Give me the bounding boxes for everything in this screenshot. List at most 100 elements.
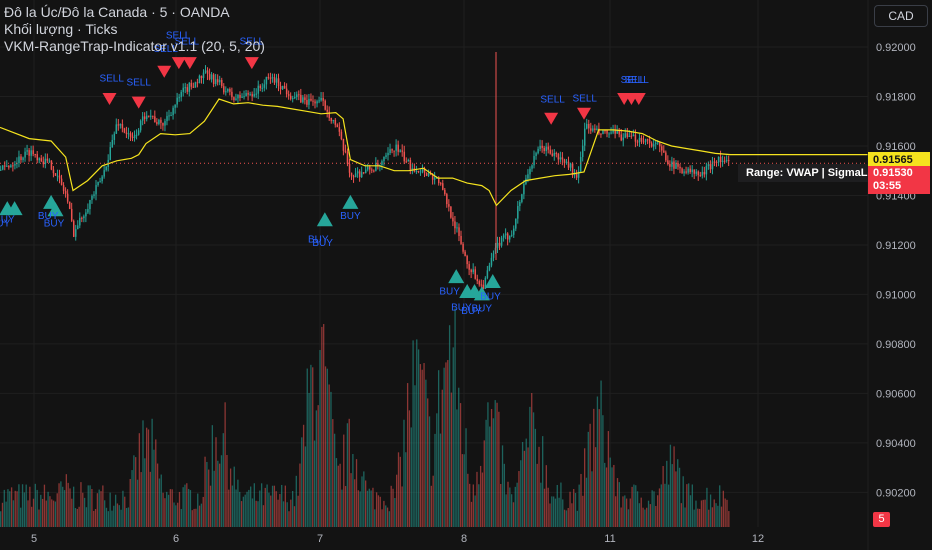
candle-body: [99, 181, 101, 183]
candle-body: [62, 185, 65, 191]
volume-bar: [649, 504, 651, 527]
candle-body: [40, 158, 43, 162]
candle-body: [216, 79, 219, 83]
candle-body: [322, 97, 324, 101]
vwap-price-label: 0.91565: [868, 152, 930, 168]
candle-body: [212, 74, 215, 85]
rangetrap-indicator-title[interactable]: VKM-RangeTrap-Indicator v1.1 (20, 5, 20): [4, 38, 265, 54]
candle-body: [261, 87, 264, 89]
candle-body: [646, 139, 649, 141]
candle-body: [638, 137, 641, 143]
candle-body: [365, 169, 367, 173]
candle-body: [164, 121, 166, 126]
volume-bar: [406, 383, 409, 527]
volume-bar: [71, 498, 73, 527]
sell-signal-label: SELL: [540, 95, 565, 106]
volume-bar: [379, 496, 381, 527]
candle-body: [525, 178, 527, 185]
candle-body: [239, 94, 241, 98]
candle-body: [243, 96, 245, 98]
volume-bar: [151, 418, 153, 527]
volume-bar: [662, 466, 664, 527]
candle-body: [545, 146, 547, 151]
candle-body: [648, 139, 651, 144]
volume-bar: [332, 419, 334, 527]
volume-bar: [204, 456, 206, 527]
volume-bar: [684, 507, 686, 527]
volume-bar: [308, 392, 310, 527]
candle-body: [440, 183, 442, 185]
candle-body: [397, 144, 399, 152]
volume-bar: [448, 325, 451, 527]
volume-bar: [63, 490, 66, 527]
volume-bar: [653, 491, 655, 527]
candle-body: [259, 85, 262, 89]
volume-bar: [195, 508, 197, 527]
volume-bar: [324, 366, 327, 527]
volume-bar: [290, 499, 292, 527]
volume-bar: [281, 484, 283, 527]
volume-bar: [706, 487, 708, 527]
candle-body: [227, 89, 229, 92]
volume-bar: [209, 485, 212, 527]
candle-body: [87, 209, 89, 213]
last-price-value: 0.91530: [873, 167, 913, 179]
candle-body: [375, 163, 377, 171]
volume-bar: [229, 468, 232, 527]
volume-bar: [69, 488, 71, 527]
candle-body: [391, 149, 393, 151]
volume-bar: [175, 505, 177, 527]
volume-bar: [589, 423, 591, 527]
candle-body: [296, 94, 298, 98]
symbol-title[interactable]: Đô la Úc/Đô la Canada · 5 · OANDA: [4, 4, 230, 20]
candle-body: [395, 144, 397, 151]
volume-bar: [242, 496, 245, 527]
y-tick-label: 0.91600: [876, 141, 916, 153]
candle-body: [360, 172, 363, 178]
volume-bar: [264, 487, 266, 527]
volume-indicator-title[interactable]: Khối lượng · Ticks: [4, 21, 118, 37]
volume-bar: [571, 503, 573, 527]
currency-button[interactable]: CAD: [874, 5, 928, 27]
volume-bar: [67, 482, 69, 527]
volume-bar: [14, 490, 16, 527]
candle-body: [387, 152, 389, 156]
candle-body: [575, 174, 578, 178]
volume-bar: [250, 486, 252, 527]
candle-body: [336, 124, 339, 128]
candle-body: [586, 123, 588, 129]
candle-body: [693, 169, 695, 174]
volume-bar: [578, 484, 580, 527]
volume-bar: [43, 484, 46, 527]
candle-body: [411, 168, 414, 170]
volume-bar: [728, 511, 730, 527]
candle-body: [18, 156, 20, 163]
volume-bar: [346, 423, 349, 527]
candle-body: [567, 161, 570, 168]
sell-signal-marker: [577, 107, 591, 120]
volume-bar: [273, 485, 276, 527]
volume-bar: [576, 510, 578, 527]
volume-bar: [551, 496, 553, 527]
candle-body: [314, 101, 316, 104]
volume-bar: [122, 490, 124, 527]
volume-bar: [40, 494, 42, 527]
last-price-label: 0.91530 03:55: [868, 166, 930, 194]
volume-bar: [339, 463, 341, 527]
x-tick-label: 6: [173, 533, 179, 545]
volume-bar: [503, 463, 505, 527]
volume-bar: [485, 419, 487, 527]
volume-bar: [372, 487, 374, 527]
candle-body: [711, 161, 714, 170]
candle-body: [640, 137, 643, 142]
candle-body: [176, 97, 178, 105]
volume-bar: [279, 494, 281, 527]
volume-bar: [271, 485, 274, 527]
candle-body: [85, 212, 87, 217]
candle-body: [208, 73, 211, 80]
volume-bar: [375, 492, 378, 527]
candle-body: [707, 164, 710, 167]
volume-bar: [155, 439, 157, 527]
volume-bar: [83, 497, 86, 527]
